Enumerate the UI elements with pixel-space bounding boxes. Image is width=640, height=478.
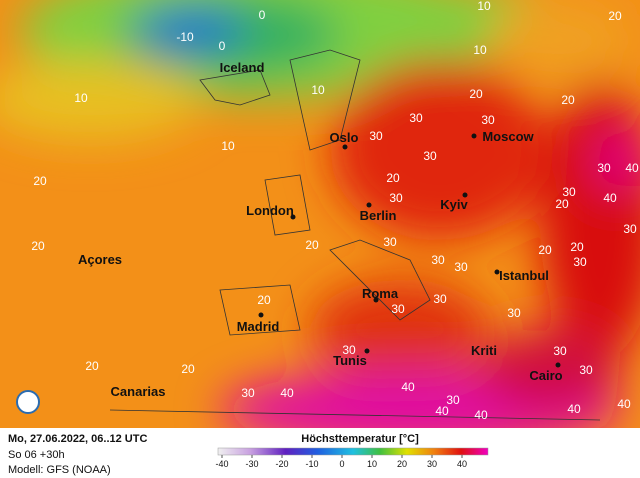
colorbar-tick-label: -20	[275, 459, 288, 469]
contour-label: 30	[507, 306, 521, 320]
city-dot	[342, 144, 348, 150]
city-dot	[471, 133, 477, 139]
colorbar-tick-label: 10	[367, 459, 377, 469]
city-label: Açores	[78, 252, 122, 267]
city-label: Kyiv	[440, 197, 468, 212]
contour-label: 20	[570, 240, 584, 254]
legend-title: Höchsttemperatur [°C]	[301, 433, 419, 445]
contour-label: 30	[623, 222, 637, 236]
city-label: Tunis	[333, 353, 367, 368]
city-dot	[364, 348, 370, 354]
coastlines	[109, 49, 601, 421]
city-dot	[555, 362, 561, 368]
city-dot	[258, 312, 264, 318]
contour-label: 20	[538, 243, 552, 257]
contour-label: 10	[311, 83, 325, 97]
contour-label: 30	[389, 191, 403, 205]
contour-label: 20	[305, 238, 319, 252]
contour-label: 40	[617, 397, 631, 411]
contour-label: 10	[477, 0, 491, 13]
contour-label: 30	[423, 149, 437, 163]
contour-label: 30	[369, 129, 383, 143]
contour-label: 40	[401, 380, 415, 394]
contour-label: 30	[446, 393, 460, 407]
temperature-field	[0, 0, 640, 428]
contour-label: 30	[579, 363, 593, 377]
contour-label: 40	[280, 386, 294, 400]
city-label: Moscow	[482, 129, 534, 144]
city-label: Berlin	[360, 208, 397, 223]
contour-label: 20	[469, 87, 483, 101]
contour-label: 30	[241, 386, 255, 400]
contour-label: 20	[33, 174, 47, 188]
contour-label: 40	[474, 408, 488, 422]
colorbar-tick-label: 40	[457, 459, 467, 469]
logo	[16, 390, 40, 414]
colorbar-tick-label: -10	[305, 459, 318, 469]
contour-label: 20	[561, 93, 575, 107]
colorbar-tick-label: -40	[215, 459, 228, 469]
city-label: Cairo	[529, 368, 562, 383]
city-dot	[366, 202, 372, 208]
city-label: Madrid	[237, 319, 280, 334]
contour-label: 40	[567, 402, 581, 416]
contour-label: 0	[259, 8, 266, 22]
contour-label: 10	[473, 43, 487, 57]
city-label: London	[246, 203, 294, 218]
contour-label: 40	[625, 161, 639, 175]
city-label: Roma	[362, 286, 399, 301]
colorbar-tick-label: 30	[427, 459, 437, 469]
city-dot	[373, 297, 379, 303]
contour-label: 20	[181, 362, 195, 376]
contour-label: 30	[383, 235, 397, 249]
contour-label: 30	[391, 302, 405, 316]
colorbar	[217, 447, 489, 456]
city-label: Istanbul	[499, 268, 549, 283]
city-label: Iceland	[220, 60, 265, 75]
contour-label: 40	[603, 191, 617, 205]
contour-label: 30	[597, 161, 611, 175]
contour-label: 0	[219, 39, 226, 53]
colorbar-tick-label: 0	[339, 459, 344, 469]
contour-label: 20	[85, 359, 99, 373]
contour-label: 30	[481, 113, 495, 127]
contour-label: 40	[435, 404, 449, 418]
contour-label: 30	[553, 344, 567, 358]
contour-label: 10	[74, 91, 88, 105]
contour-label: -10	[176, 30, 194, 44]
contour-label: 20	[608, 9, 622, 23]
colorbar-tick-label: -30	[245, 459, 258, 469]
city-dot	[462, 192, 468, 198]
contour-label: 30	[573, 255, 587, 269]
city-label: Kriti	[471, 343, 497, 358]
contour-label: 30	[342, 343, 356, 357]
run: So 06 +30h	[8, 449, 65, 461]
contour-label: 20	[257, 293, 271, 307]
city-label: Oslo	[330, 130, 359, 145]
contour-label: 30	[433, 292, 447, 306]
city-dot	[290, 214, 296, 220]
contour-label: 30	[431, 253, 445, 267]
city-dot	[494, 269, 500, 275]
city-label: Canarias	[111, 384, 166, 399]
contour-label: 30	[454, 260, 468, 274]
contour-label: 30	[562, 185, 576, 199]
model: Modell: GFS (NOAA)	[8, 464, 111, 476]
date: Mo, 27.06.2022, 06..12 UTC	[8, 433, 147, 445]
contour-label: 30	[409, 111, 423, 125]
contour-label: 20	[555, 197, 569, 211]
contour-label: 10	[221, 139, 235, 153]
contour-label: 20	[31, 239, 45, 253]
contour-label: 20	[386, 171, 400, 185]
colorbar-tick-label: 20	[397, 459, 407, 469]
